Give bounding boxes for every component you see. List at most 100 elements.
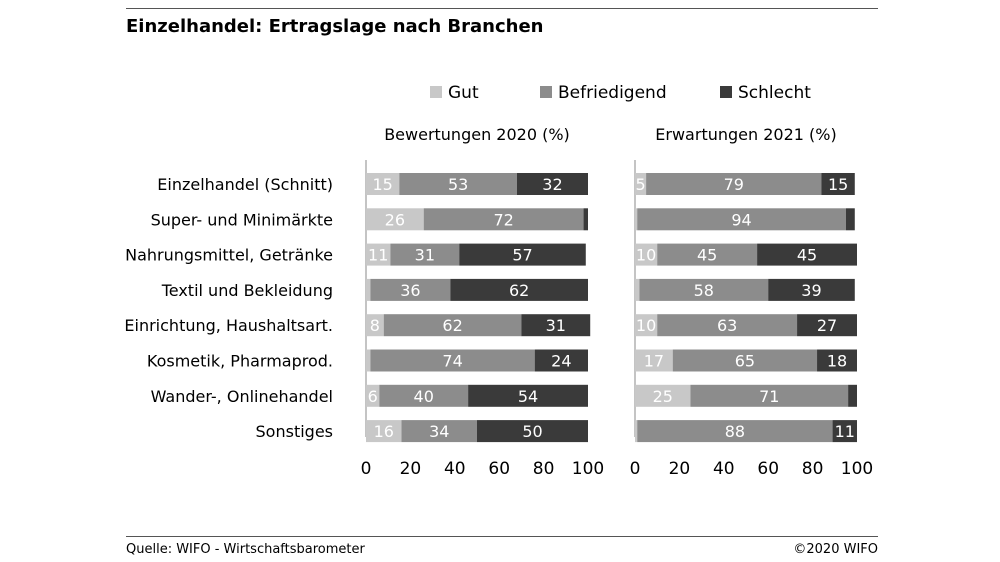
bar-1-6-1 xyxy=(690,384,849,407)
data-label-0-7-2: 50 xyxy=(522,422,542,441)
data-label-1-2-2: 45 xyxy=(797,246,817,265)
x-tick-label-1-1: 20 xyxy=(669,459,691,479)
bar-1-2-2 xyxy=(757,243,857,266)
bar-1-1-1 xyxy=(637,208,846,231)
bar-0-1-0 xyxy=(366,208,424,231)
bar-1-5-2 xyxy=(817,349,857,372)
data-label-1-4-2: 27 xyxy=(817,316,837,335)
data-label-1-4-0: 10 xyxy=(636,316,656,335)
x-tick-label-0-0: 0 xyxy=(361,459,372,479)
bar-1-2-1 xyxy=(657,243,758,266)
bar-1-2-0 xyxy=(635,243,658,266)
bar-1-0-1 xyxy=(646,173,822,195)
x-tick-label-1-0: 0 xyxy=(630,459,641,479)
bar-1-3-2 xyxy=(768,278,855,301)
category-label-5: Kosmetik, Pharmaprod. xyxy=(147,352,333,371)
bar-0-2-1 xyxy=(390,243,460,266)
panel-title-1: Erwartungen 2021 (%) xyxy=(655,125,836,144)
chart-title: Einzelhandel: Ertragslage nach Branchen xyxy=(126,16,544,37)
x-tick-label-1-3: 60 xyxy=(757,459,779,479)
data-label-0-3-2: 62 xyxy=(509,281,529,300)
bottom-rule xyxy=(126,536,878,537)
data-label-0-2-1: 31 xyxy=(415,246,435,265)
bar-0-5-0 xyxy=(366,349,371,372)
data-label-1-3-1: 58 xyxy=(694,281,714,300)
x-tick-label-0-1: 20 xyxy=(400,459,422,479)
bar-0-5-2 xyxy=(534,349,588,372)
data-label-1-4-1: 63 xyxy=(717,316,737,335)
bar-0-1-1 xyxy=(423,208,584,231)
data-label-1-0-1: 79 xyxy=(724,175,744,194)
bar-1-3-1 xyxy=(639,278,769,301)
category-label-7: Sonstiges xyxy=(256,422,333,441)
category-label-3: Textil und Bekleidung xyxy=(161,281,333,300)
bar-1-5-0 xyxy=(635,349,673,372)
bar-0-6-2 xyxy=(468,384,588,407)
data-label-0-4-0: 8 xyxy=(370,316,380,335)
bar-0-7-0 xyxy=(366,420,402,443)
bar-0-4-0 xyxy=(366,314,384,337)
bar-1-6-0 xyxy=(635,384,691,407)
legend-label-0: Gut xyxy=(448,83,479,103)
bar-1-1-2 xyxy=(845,208,855,231)
data-label-0-5-1: 74 xyxy=(442,352,462,371)
x-tick-label-0-2: 40 xyxy=(444,459,466,479)
legend-swatch-1 xyxy=(540,86,552,98)
bar-1-3-0 xyxy=(635,278,640,301)
data-label-0-3-1: 36 xyxy=(400,281,420,300)
x-tick-label-1-5: 100 xyxy=(841,459,873,479)
x-tick-label-0-5: 100 xyxy=(572,459,604,479)
data-label-1-3-2: 39 xyxy=(801,281,821,300)
data-label-0-6-2: 54 xyxy=(518,387,538,406)
bar-1-7-2 xyxy=(832,420,857,443)
data-label-1-7-1: 88 xyxy=(725,422,745,441)
category-label-1: Super- und Minimärkte xyxy=(151,210,333,229)
x-tick-label-0-3: 60 xyxy=(488,459,510,479)
bar-0-3-1 xyxy=(370,278,451,301)
bar-1-1-0 xyxy=(635,208,638,231)
bar-0-1-2 xyxy=(583,208,588,231)
bar-0-4-1 xyxy=(383,314,522,337)
data-label-1-2-0: 10 xyxy=(636,246,656,265)
category-label-2: Nahrungsmittel, Getränke xyxy=(125,246,333,265)
bar-0-0-1 xyxy=(399,173,517,195)
top-rule xyxy=(126,8,878,9)
data-label-1-1-1: 94 xyxy=(731,210,751,229)
bar-0-3-0 xyxy=(366,278,371,301)
data-label-1-2-1: 45 xyxy=(697,246,717,265)
bar-1-0-2 xyxy=(821,173,855,195)
panel-title-0: Bewertungen 2020 (%) xyxy=(384,125,570,144)
bar-0-3-2 xyxy=(450,278,588,301)
bar-1-4-2 xyxy=(797,314,857,337)
category-label-0: Einzelhandel (Schnitt) xyxy=(157,175,333,194)
x-tick-label-1-2: 40 xyxy=(713,459,735,479)
data-label-0-6-1: 40 xyxy=(414,387,434,406)
bar-0-2-0 xyxy=(366,243,391,266)
data-label-0-5-2: 24 xyxy=(551,352,571,371)
bar-0-4-2 xyxy=(521,314,591,337)
bar-0-6-0 xyxy=(366,384,380,407)
data-label-1-0-0: 5 xyxy=(635,175,645,194)
data-label-0-7-0: 16 xyxy=(374,422,394,441)
legend-swatch-2 xyxy=(720,86,732,98)
copyright-note: ©2020 WIFO xyxy=(793,542,878,557)
data-label-1-5-0: 17 xyxy=(644,352,664,371)
legend-swatch-0 xyxy=(430,86,442,98)
data-label-0-0-2: 32 xyxy=(542,175,562,194)
data-label-1-5-2: 18 xyxy=(827,352,847,371)
data-label-0-6-0: 6 xyxy=(368,387,378,406)
x-tick-label-1-4: 80 xyxy=(802,459,824,479)
data-label-1-5-1: 65 xyxy=(735,352,755,371)
data-label-1-6-0: 25 xyxy=(653,387,673,406)
bar-1-6-2 xyxy=(848,384,857,407)
bar-0-7-1 xyxy=(401,420,477,443)
bar-0-0-2 xyxy=(516,173,588,195)
data-label-0-0-0: 15 xyxy=(372,175,392,194)
category-label-4: Einrichtung, Haushaltsart. xyxy=(124,316,333,335)
bar-0-7-2 xyxy=(477,420,588,443)
data-label-1-6-1: 71 xyxy=(759,387,779,406)
source-note: Quelle: WIFO - Wirtschaftsbarometer xyxy=(126,542,365,557)
bar-0-5-1 xyxy=(370,349,535,372)
data-label-0-2-2: 57 xyxy=(512,246,532,265)
